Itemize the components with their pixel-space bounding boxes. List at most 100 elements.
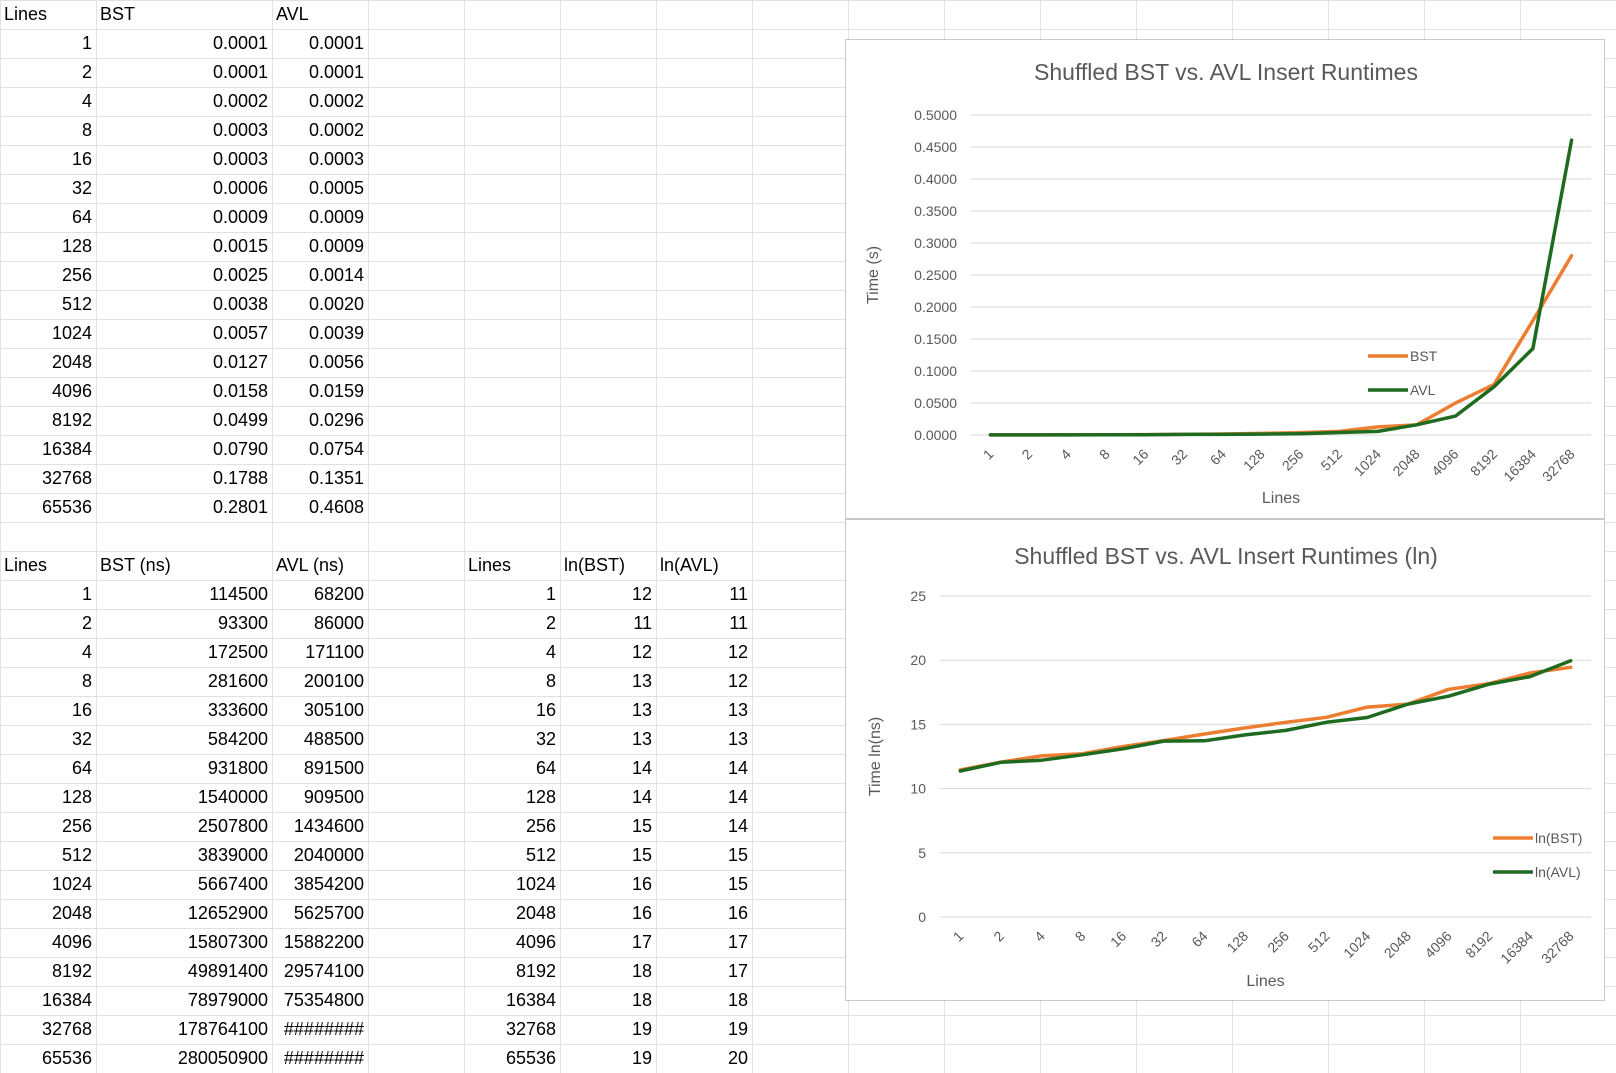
- series-line-ln-avl-[interactable]: [958, 659, 1573, 773]
- ns-data-cell[interactable]: 65536: [41, 1048, 92, 1068]
- top-data-cell[interactable]: 8: [81, 120, 92, 140]
- ns-data-cell[interactable]: 1434600: [293, 816, 364, 836]
- ns-data-cell[interactable]: 2507800: [197, 816, 268, 836]
- ln-data-cell[interactable]: 14: [727, 758, 748, 778]
- ns-data-cell[interactable]: 178764100: [177, 1019, 268, 1039]
- runtime-chart[interactable]: Shuffled BST vs. AVL Insert Runtimes 0.00…: [845, 39, 1605, 519]
- top-data-cell[interactable]: 0.0009: [308, 207, 364, 227]
- ln-data-cell[interactable]: 20: [727, 1048, 748, 1068]
- ln-data-cell[interactable]: 19: [631, 1048, 652, 1068]
- ln-data-cell[interactable]: 16: [631, 874, 652, 894]
- top-data-cell[interactable]: 32: [71, 178, 92, 198]
- ln-data-cell[interactable]: 15: [727, 845, 748, 865]
- ns-data-cell[interactable]: 2048: [51, 903, 92, 923]
- top-data-cell[interactable]: 1: [81, 33, 92, 53]
- ns-data-cell[interactable]: 2040000: [293, 845, 364, 865]
- ln-data-cell[interactable]: 4: [545, 642, 556, 662]
- ns-data-cell[interactable]: 3854200: [293, 874, 364, 894]
- top-data-cell[interactable]: 16: [71, 149, 92, 169]
- ns-data-cell[interactable]: 891500: [303, 758, 364, 778]
- ns-data-cell[interactable]: 114500: [209, 584, 268, 604]
- ns-data-cell[interactable]: 12652900: [187, 903, 268, 923]
- ln-data-cell[interactable]: 13: [631, 729, 652, 749]
- ln-data-cell[interactable]: 32768: [505, 1019, 556, 1039]
- ln-data-cell[interactable]: 17: [631, 932, 652, 952]
- ln-data-cell[interactable]: 16384: [505, 990, 556, 1010]
- top-data-cell[interactable]: 64: [71, 207, 92, 227]
- ln-data-cell[interactable]: 2: [545, 613, 556, 633]
- ns-data-cell[interactable]: 4096: [51, 932, 92, 952]
- top-data-cell[interactable]: 0.0009: [212, 207, 268, 227]
- ns-data-cell[interactable]: 200100: [303, 671, 364, 691]
- top-data-cell[interactable]: 0.0006: [212, 178, 268, 198]
- ln-runtime-chart[interactable]: Shuffled BST vs. AVL Insert Runtimes (ln…: [845, 519, 1605, 1001]
- ln-data-cell[interactable]: 13: [631, 700, 652, 720]
- top-data-cell[interactable]: 0.0003: [212, 120, 268, 140]
- top-data-cell[interactable]: 0.0009: [308, 236, 364, 256]
- top-data-cell[interactable]: 256: [61, 265, 92, 285]
- ns-data-cell[interactable]: 128: [61, 787, 92, 807]
- ns-data-cell[interactable]: 68200: [313, 584, 364, 604]
- ns-data-cell[interactable]: 3839000: [197, 845, 268, 865]
- top-data-cell[interactable]: 0.0038: [212, 294, 268, 314]
- ns-data-cell[interactable]: 280050900: [177, 1048, 268, 1068]
- ns-data-cell[interactable]: 32768: [41, 1019, 92, 1039]
- ln-data-cell[interactable]: 18: [631, 990, 652, 1010]
- ns-data-cell[interactable]: 2: [81, 613, 92, 633]
- ln-data-cell[interactable]: 12: [727, 642, 748, 662]
- ns-data-cell[interactable]: 1540000: [197, 787, 268, 807]
- ln-data-cell[interactable]: 4096: [515, 932, 556, 952]
- ns-data-cell[interactable]: 8: [81, 671, 92, 691]
- top-data-cell[interactable]: 0.0001: [308, 33, 364, 53]
- ln-data-cell[interactable]: 12: [631, 584, 652, 604]
- top-data-cell[interactable]: 0.0001: [308, 62, 364, 82]
- ns-data-cell[interactable]: 256: [61, 816, 92, 836]
- top-header-cell[interactable]: BST: [100, 4, 136, 24]
- ln-data-cell[interactable]: 14: [631, 758, 652, 778]
- top-data-cell[interactable]: 0.1788: [212, 468, 268, 488]
- top-data-cell[interactable]: 0.0015: [212, 236, 268, 256]
- ln-data-cell[interactable]: 17: [727, 932, 748, 952]
- ln-data-cell[interactable]: 1: [545, 584, 556, 604]
- top-data-cell[interactable]: 8192: [51, 410, 92, 430]
- ns-data-cell[interactable]: ########: [283, 1048, 364, 1068]
- top-data-cell[interactable]: 2: [81, 62, 92, 82]
- ns-data-cell[interactable]: 172500: [207, 642, 268, 662]
- top-data-cell[interactable]: 16384: [41, 439, 92, 459]
- ns-data-cell[interactable]: 8192: [51, 961, 92, 981]
- top-data-cell[interactable]: 0.0159: [308, 381, 364, 401]
- top-header-cell[interactable]: Lines: [4, 4, 48, 24]
- top-data-cell[interactable]: 0.0127: [212, 352, 268, 372]
- ln-data-cell[interactable]: 16: [535, 700, 556, 720]
- ns-data-cell[interactable]: 15807300: [187, 932, 268, 952]
- ns-data-cell[interactable]: 93300: [217, 613, 268, 633]
- ln-data-cell[interactable]: 15: [631, 845, 652, 865]
- ns-data-cell[interactable]: 15882200: [283, 932, 364, 952]
- top-data-cell[interactable]: 0.0754: [308, 439, 364, 459]
- top-header-cell[interactable]: AVL: [276, 4, 309, 24]
- top-data-cell[interactable]: 0.4608: [308, 497, 364, 517]
- series-line-avl[interactable]: [988, 138, 1574, 437]
- top-data-cell[interactable]: 0.1351: [308, 468, 364, 488]
- top-data-cell[interactable]: 0.0057: [212, 323, 268, 343]
- top-data-cell[interactable]: 0.0158: [212, 381, 268, 401]
- ln-data-cell[interactable]: 512: [525, 845, 556, 865]
- ns-header-cell[interactable]: BST (ns): [100, 555, 171, 575]
- ln-data-cell[interactable]: 11: [729, 584, 748, 604]
- top-data-cell[interactable]: 0.0790: [212, 439, 268, 459]
- ln-data-cell[interactable]: 19: [631, 1019, 652, 1039]
- ln-data-cell[interactable]: 14: [631, 787, 652, 807]
- top-data-cell[interactable]: 0.0499: [212, 410, 268, 430]
- ns-data-cell[interactable]: 78979000: [187, 990, 268, 1010]
- ns-data-cell[interactable]: 488500: [303, 729, 364, 749]
- ln-data-cell[interactable]: 11: [729, 613, 748, 633]
- series-line-ln-bst-[interactable]: [958, 665, 1573, 772]
- top-data-cell[interactable]: 0.0020: [308, 294, 364, 314]
- top-data-cell[interactable]: 65536: [41, 497, 92, 517]
- ns-data-cell[interactable]: 909500: [303, 787, 364, 807]
- ln-data-cell[interactable]: 14: [727, 787, 748, 807]
- top-data-cell[interactable]: 1024: [51, 323, 92, 343]
- ln-data-cell[interactable]: 15: [727, 874, 748, 894]
- ln-data-cell[interactable]: 17: [727, 961, 748, 981]
- ns-data-cell[interactable]: 333600: [207, 700, 268, 720]
